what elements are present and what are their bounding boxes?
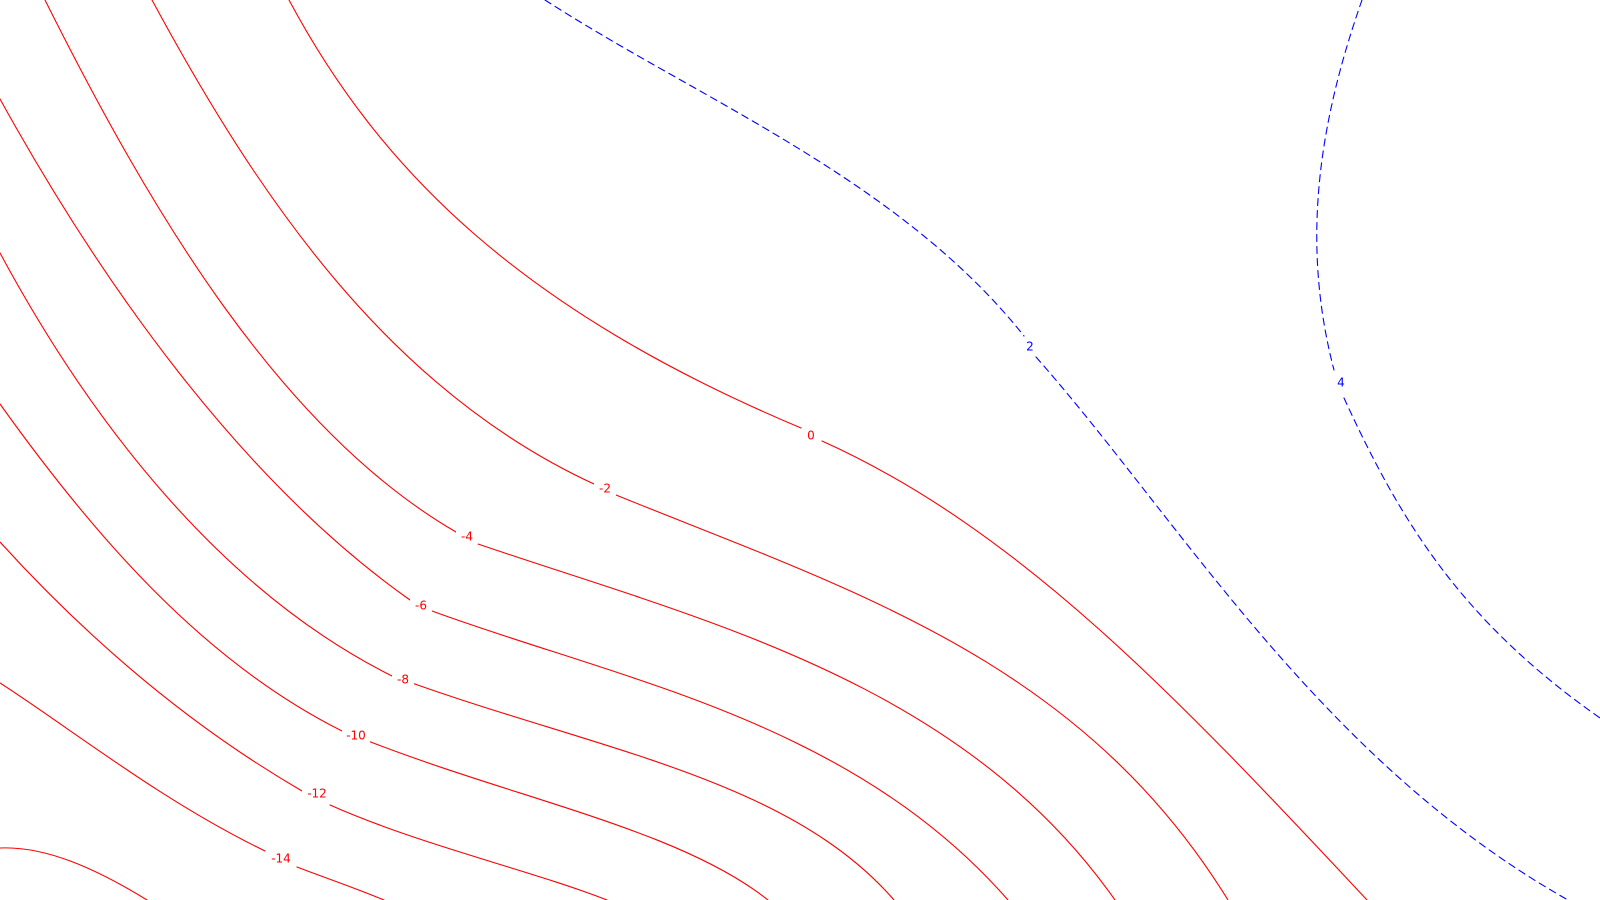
- contour-label-4: 4: [1337, 376, 1345, 390]
- contour-line-0: [288, 0, 1368, 900]
- contour-line-minus-2: [151, 0, 1229, 900]
- contour-group-minus-12: -12: [0, 541, 608, 900]
- contour-line-2: [544, 0, 1569, 900]
- contour-line-minus-6: [0, 98, 1009, 900]
- contour-group-minus-8: -8: [0, 252, 895, 900]
- contour-label-minus-2: -2: [599, 482, 611, 496]
- contour-label-minus-10: -10: [346, 729, 366, 743]
- contour-label-minus-14: -14: [271, 852, 291, 866]
- contour-group-0: 0: [288, 0, 1368, 900]
- contour-line-minus-8: [0, 252, 895, 900]
- contour-group-minus-10: -10: [0, 403, 769, 900]
- contour-group-4: 4: [1316, 0, 1600, 719]
- contour-label-minus-4: -4: [461, 530, 473, 544]
- contour-group-minus-6: -6: [0, 98, 1009, 900]
- contour-group-minus-14: -14: [0, 682, 385, 900]
- contour-line-minus-10: [0, 403, 769, 900]
- contour-label-0: 0: [807, 429, 815, 443]
- contour-group-2: 2: [544, 0, 1569, 900]
- contour-line-minus-14: [0, 682, 385, 900]
- contour-line-minus-4: [44, 0, 1116, 900]
- contour-label-minus-8: -8: [397, 673, 409, 687]
- contour-label-minus-12: -12: [307, 787, 327, 801]
- contour-line-unlabeled: [0, 847, 148, 900]
- contour-group-minus-2: -2: [151, 0, 1229, 900]
- contour-line-4: [1316, 0, 1600, 719]
- contour-line-minus-12: [0, 541, 608, 900]
- contour-group-minus-4: -4: [44, 0, 1116, 900]
- contour-label-2: 2: [1026, 340, 1034, 354]
- contour-label-minus-6: -6: [415, 599, 427, 613]
